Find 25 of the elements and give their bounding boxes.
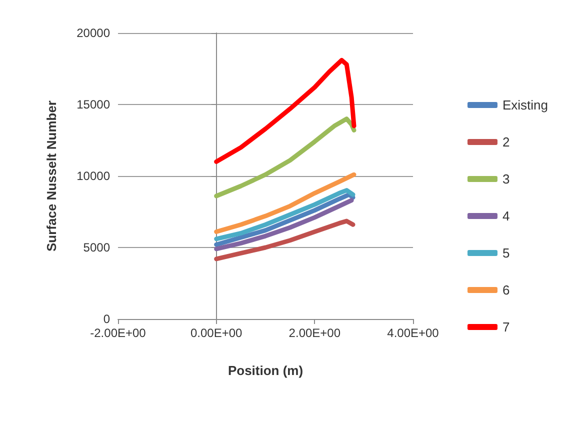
y-tick-label: 5000 bbox=[83, 240, 110, 254]
legend-label: Existing bbox=[502, 98, 548, 112]
y-tick-label: 0 bbox=[103, 312, 110, 326]
line-series bbox=[214, 198, 354, 252]
line-series bbox=[214, 172, 356, 234]
y-tick-label: 15000 bbox=[76, 98, 110, 112]
line-series bbox=[214, 188, 356, 242]
legend-label: 6 bbox=[502, 282, 510, 298]
legend-label: 4 bbox=[502, 208, 510, 224]
legend-label: 7 bbox=[502, 320, 510, 334]
line-series bbox=[214, 192, 356, 247]
line-series bbox=[214, 58, 356, 164]
line-series bbox=[214, 116, 356, 198]
legend-label: 3 bbox=[502, 172, 510, 186]
legend-label: 5 bbox=[502, 246, 510, 260]
x-tick-label: -2.00E+00 bbox=[90, 326, 146, 340]
y-tick-label: 10000 bbox=[76, 169, 110, 183]
y-tick-label: 20000 bbox=[76, 26, 110, 40]
x-tick-label: 4.00E+00 bbox=[387, 326, 440, 340]
line-series bbox=[214, 218, 356, 262]
y-axis-title: Surface Nusselt Number bbox=[44, 100, 59, 252]
x-tick-label: 0.00E+00 bbox=[190, 326, 243, 340]
x-axis-title: Position (m) bbox=[228, 363, 304, 378]
legend-label: 2 bbox=[502, 134, 510, 150]
x-tick-label: 2.00E+00 bbox=[288, 326, 341, 340]
